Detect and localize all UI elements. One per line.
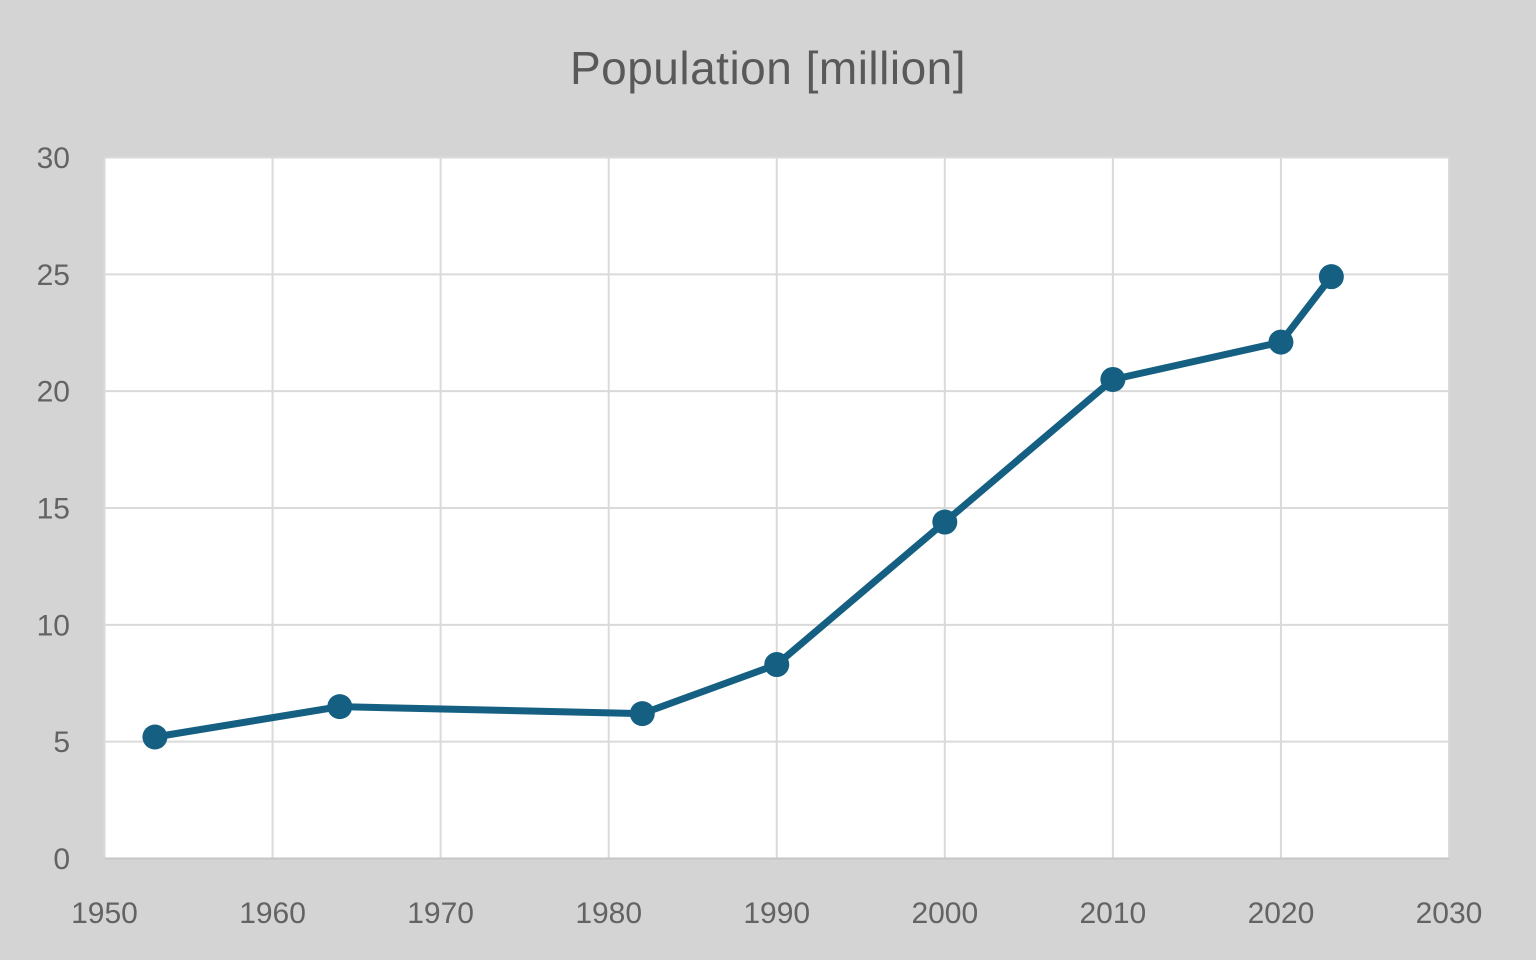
data-point-2020[interactable] <box>1268 329 1294 355</box>
x-tick-label: 1950 <box>71 897 138 930</box>
y-tick-label: 25 <box>37 259 70 292</box>
x-tick-label: 1960 <box>239 897 306 930</box>
y-axis-tick-labels: 0 5 10 15 20 25 30 <box>37 142 70 876</box>
data-point-1990[interactable] <box>764 652 790 678</box>
x-axis-tick-labels: 1950 1960 1970 1980 1990 2000 2010 2020 2030 <box>71 897 1482 930</box>
x-tick-label: 2030 <box>1416 897 1483 930</box>
gridlines <box>103 156 1450 860</box>
data-point-2023[interactable] <box>1318 264 1344 290</box>
x-tick-label: 1980 <box>575 897 642 930</box>
y-tick-label: 15 <box>37 493 70 526</box>
x-tick-label: 2000 <box>911 897 978 930</box>
y-tick-label: 0 <box>53 843 70 876</box>
data-point-1964[interactable] <box>327 694 353 720</box>
data-point-2010[interactable] <box>1100 366 1126 392</box>
x-tick-label: 1990 <box>743 897 810 930</box>
y-tick-label: 30 <box>37 142 70 175</box>
data-point-2000[interactable] <box>932 509 958 535</box>
y-tick-label: 20 <box>37 376 70 409</box>
x-tick-label: 2020 <box>1248 897 1315 930</box>
x-tick-label: 1970 <box>407 897 474 930</box>
data-point-1982[interactable] <box>629 701 655 727</box>
data-point-1953[interactable] <box>142 724 168 750</box>
chart-title: Population [million] <box>569 42 967 94</box>
x-tick-label: 2010 <box>1080 897 1147 930</box>
y-tick-label: 5 <box>53 726 70 759</box>
series-markers <box>142 264 1344 750</box>
y-tick-label: 10 <box>37 609 70 642</box>
series-line-population <box>151 273 1335 741</box>
